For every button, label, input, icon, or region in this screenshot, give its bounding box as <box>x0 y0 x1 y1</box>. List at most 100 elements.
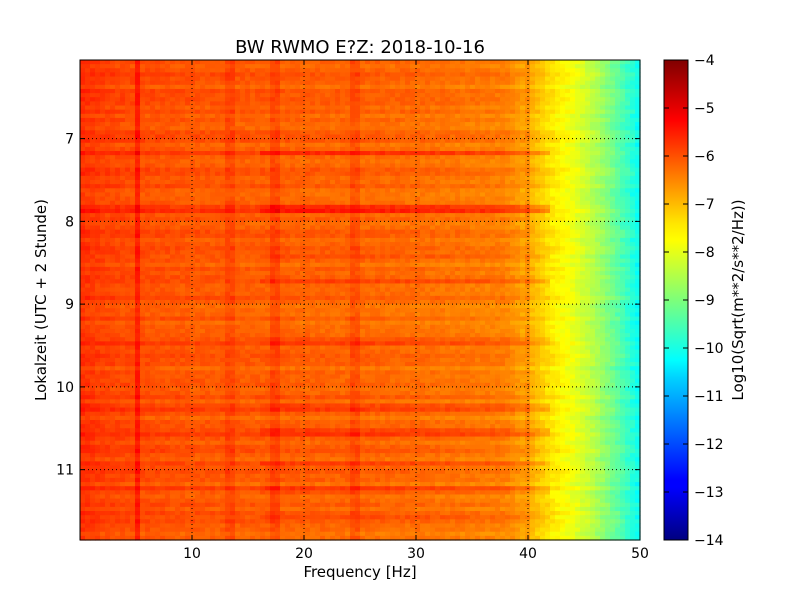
heatmap-cell <box>395 184 401 189</box>
heatmap-cell <box>325 242 331 247</box>
heatmap-cell <box>230 229 236 235</box>
heatmap-cell <box>305 229 311 235</box>
heatmap-cell <box>610 208 616 214</box>
heatmap-cell <box>320 188 326 194</box>
heatmap-cell <box>125 229 131 235</box>
heatmap-cell <box>570 233 576 239</box>
heatmap-cell <box>355 217 361 222</box>
heatmap-cell <box>595 167 601 173</box>
heatmap-cell <box>215 217 221 222</box>
heatmap-cell <box>355 146 361 152</box>
heatmap-cell <box>95 113 101 119</box>
heatmap-cell <box>465 117 471 123</box>
heatmap-cell <box>150 163 156 169</box>
heatmap-cell <box>490 175 496 181</box>
heatmap-cell <box>305 221 311 227</box>
heatmap-cell <box>185 208 191 214</box>
heatmap-cell <box>210 138 216 144</box>
heatmap-cell <box>165 101 171 107</box>
heatmap-cell <box>180 93 186 98</box>
heatmap-cell <box>545 167 551 173</box>
heatmap-cell <box>555 146 561 152</box>
heatmap-cell <box>200 126 206 131</box>
heatmap-cell <box>270 113 276 119</box>
heatmap-cell <box>235 97 241 102</box>
heatmap-cell <box>350 84 356 90</box>
heatmap-cell <box>310 142 316 148</box>
heatmap-cell <box>85 237 91 243</box>
heatmap-cell <box>130 105 136 111</box>
heatmap-cell <box>620 221 626 227</box>
heatmap-cell <box>265 142 271 148</box>
heatmap-cell <box>495 109 501 115</box>
heatmap-cell <box>470 109 476 115</box>
heatmap-cell <box>160 97 166 102</box>
heatmap-cell <box>545 64 551 69</box>
heatmap-cell <box>305 122 311 127</box>
heatmap-cell <box>135 142 141 148</box>
heatmap-cell <box>510 97 516 102</box>
heatmap-cell <box>135 242 141 247</box>
heatmap-cell <box>600 60 606 65</box>
heatmap-cell <box>275 80 281 86</box>
heatmap-cell <box>430 93 436 98</box>
heatmap-cell <box>175 134 181 140</box>
heatmap-cell <box>185 225 191 231</box>
heatmap-cell <box>245 60 251 65</box>
heatmap-cell <box>545 126 551 131</box>
heatmap-cell <box>560 196 566 202</box>
heatmap-cell <box>185 130 191 136</box>
heatmap-cell <box>110 200 116 206</box>
heatmap-cell <box>445 180 451 185</box>
heatmap-cell <box>140 242 146 247</box>
heatmap-cell <box>410 80 416 86</box>
heatmap-cell <box>535 80 541 86</box>
heatmap-cell <box>230 130 236 136</box>
heatmap-cell <box>260 76 266 82</box>
heatmap-cell <box>405 237 411 243</box>
heatmap-cell <box>215 101 221 107</box>
heatmap-cell <box>520 208 526 214</box>
heatmap-cell <box>595 192 601 198</box>
heatmap-cell <box>550 208 556 214</box>
heatmap-cell <box>565 171 571 177</box>
heatmap-cell <box>365 200 371 206</box>
heatmap-cell <box>440 113 446 119</box>
heatmap-cell <box>465 101 471 107</box>
heatmap-cell <box>425 142 431 148</box>
heatmap-cell <box>465 175 471 181</box>
heatmap-cell <box>340 155 346 160</box>
heatmap-cell <box>465 180 471 185</box>
heatmap-cell <box>500 196 506 202</box>
heatmap-cell <box>550 142 556 148</box>
heatmap-cell <box>475 105 481 111</box>
heatmap-cell <box>545 134 551 140</box>
heatmap-cell <box>470 101 476 107</box>
heatmap-cell <box>125 126 131 131</box>
heatmap-cell <box>595 126 601 131</box>
heatmap-cell <box>220 200 226 206</box>
heatmap-cell <box>410 155 416 160</box>
heatmap-cell <box>400 229 406 235</box>
heatmap-cell <box>350 130 356 136</box>
heatmap-cell <box>590 175 596 181</box>
heatmap-cell <box>455 60 461 65</box>
heatmap-cell <box>540 237 546 243</box>
heatmap-cell <box>560 167 566 173</box>
heatmap-cell <box>295 213 301 218</box>
heatmap-cell <box>245 221 251 227</box>
heatmap-cell <box>85 233 91 239</box>
heatmap-cell <box>160 142 166 148</box>
heatmap-cell <box>395 142 401 148</box>
heatmap-cell <box>565 225 571 231</box>
heatmap-cell <box>155 126 161 131</box>
heatmap-cell <box>135 163 141 169</box>
heatmap-cell <box>630 221 636 227</box>
heatmap-cell <box>510 208 516 214</box>
heatmap-cell <box>505 146 511 152</box>
heatmap-cell <box>320 171 326 177</box>
heatmap-cell <box>130 117 136 123</box>
heatmap-cell <box>320 109 326 115</box>
heatmap-cell <box>545 93 551 98</box>
heatmap-cell <box>270 167 276 173</box>
